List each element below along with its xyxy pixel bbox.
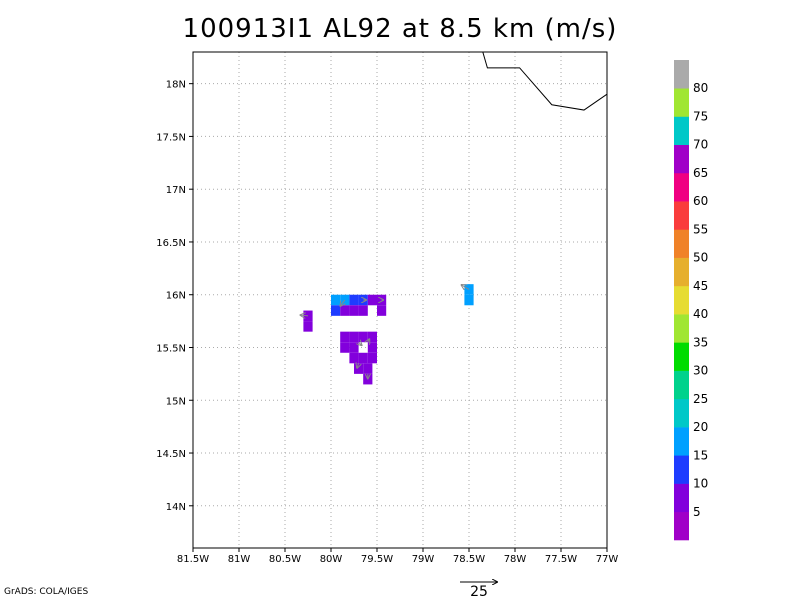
colorbar-label: 20 <box>693 420 708 434</box>
y-tick-label: 17.5N <box>156 132 186 143</box>
colorbar-swatch <box>674 60 689 89</box>
x-tick-label: 77.5W <box>545 554 577 565</box>
wind-speed-cell <box>349 342 359 353</box>
wind-vector-arrow <box>462 285 470 289</box>
coastline <box>482 51 608 111</box>
wind-speed-cell <box>349 352 359 364</box>
colorbar-swatch <box>674 285 689 315</box>
colorbar-label: 40 <box>693 307 708 321</box>
colorbar-swatch <box>674 144 689 174</box>
colorbar-label: 60 <box>693 194 708 208</box>
wind-speed-cell <box>358 331 368 343</box>
wind-speed-cell <box>340 294 350 306</box>
colorbar-swatch <box>674 257 689 287</box>
colorbar-swatch <box>674 342 689 371</box>
colorbar-swatch <box>674 201 689 230</box>
wind-vector-arrow <box>301 315 309 316</box>
colorbar-label: 10 <box>693 477 708 491</box>
y-tick-label: 16.5N <box>156 238 186 249</box>
wind-vector-arrow <box>359 342 362 345</box>
wind-speed-cell <box>367 331 377 343</box>
wind-speed-cell <box>349 294 359 306</box>
x-tick-label: 79.5W <box>361 554 393 565</box>
y-tick-label: 15.5N <box>156 343 186 354</box>
y-tick-label: 17N <box>166 185 186 196</box>
wind-speed-cell <box>303 321 313 332</box>
colorbar-label: 5 <box>693 505 701 519</box>
wind-speed-cell <box>354 363 364 374</box>
wind-vectors <box>301 285 470 378</box>
wind-speed-cell <box>377 305 387 316</box>
grid-lines <box>193 52 607 548</box>
x-tick-label: 81W <box>228 554 251 565</box>
reference-vector-label: 25 <box>470 584 488 600</box>
x-axis-ticks: 81.5W 81W 80.5W 80W 79.5W 79W 78.5W 78W 77.5W 77W <box>177 548 618 565</box>
colorbar-label: 35 <box>693 335 708 349</box>
colorbar-label: 50 <box>693 251 708 265</box>
wind-speed-cell <box>331 294 341 306</box>
x-tick-label: 81.5W <box>177 554 209 565</box>
y-tick-label: 14.5N <box>156 449 186 460</box>
colorbar-swatch <box>674 88 689 117</box>
colorbar-swatch <box>674 398 689 428</box>
wind-vector-arrow <box>357 363 358 367</box>
colorbar-swatch <box>674 511 689 541</box>
colorbar-label: 45 <box>693 279 708 293</box>
colorbar-label: 30 <box>693 364 708 378</box>
y-tick-label: 14N <box>166 502 186 513</box>
x-tick-label: 80W <box>320 554 343 565</box>
coastline-path <box>482 51 608 111</box>
colorbar-label: 55 <box>693 222 708 236</box>
wind-speed-cell <box>367 294 377 306</box>
colorbar: 5 10 15 20 25 30 35 40 45 50 55 60 65 70 75 80 <box>674 60 708 541</box>
y-axis-ticks: 14N 14.5N 15N 15.5N 16N 16.5N 17N 17.5N 18N <box>156 80 193 513</box>
colorbar-label: 70 <box>693 138 708 152</box>
wind-speed-cell <box>349 305 359 316</box>
wind-vector-arrow <box>340 299 344 306</box>
colorbar-label: 80 <box>693 81 708 95</box>
wind-speed-cell <box>367 352 377 364</box>
wind-speed-cell <box>464 284 474 295</box>
colorbar-swatch <box>674 229 689 258</box>
wind-vector-arrow <box>368 339 369 342</box>
y-tick-label: 15N <box>166 396 186 407</box>
colorbar-swatch <box>674 314 689 343</box>
wind-speed-cell <box>331 305 341 316</box>
wind-speed-cell <box>340 331 350 343</box>
credit-text: GrADS: COLA/IGES <box>4 587 89 597</box>
y-tick-label: 16N <box>166 291 186 302</box>
colorbar-label: 15 <box>693 448 708 462</box>
colorbar-label: 25 <box>693 392 708 406</box>
x-tick-label: 79W <box>412 554 435 565</box>
y-tick-label: 18N <box>166 80 186 91</box>
wind-speed-cell <box>358 352 368 364</box>
colorbar-swatch <box>674 483 689 513</box>
wind-speed-cell <box>363 363 373 374</box>
colorbar-label: 75 <box>693 109 708 123</box>
wind-speed-cell <box>464 294 474 306</box>
wind-speed-cell <box>340 305 350 316</box>
colorbar-swatch <box>674 370 689 400</box>
wind-speed-cell <box>358 305 368 316</box>
x-tick-label: 78.5W <box>453 554 485 565</box>
wind-speed-cell <box>367 342 377 353</box>
colorbar-swatch <box>674 116 689 146</box>
colorbar-swatch <box>674 172 689 202</box>
wind-speed-cell <box>349 331 359 343</box>
x-tick-label: 80.5W <box>269 554 301 565</box>
wind-speed-cell <box>340 342 350 353</box>
map-frame <box>192 51 608 549</box>
x-tick-label: 77W <box>596 554 619 565</box>
colorbar-label: 65 <box>693 166 708 180</box>
wind-speed-cells <box>303 284 474 385</box>
colorbar-swatch <box>674 455 689 484</box>
map-title: 100913I1 AL92 at 8.5 km (m/s) <box>182 14 618 44</box>
colorbar-swatch <box>674 427 689 456</box>
x-tick-label: 78W <box>504 554 527 565</box>
